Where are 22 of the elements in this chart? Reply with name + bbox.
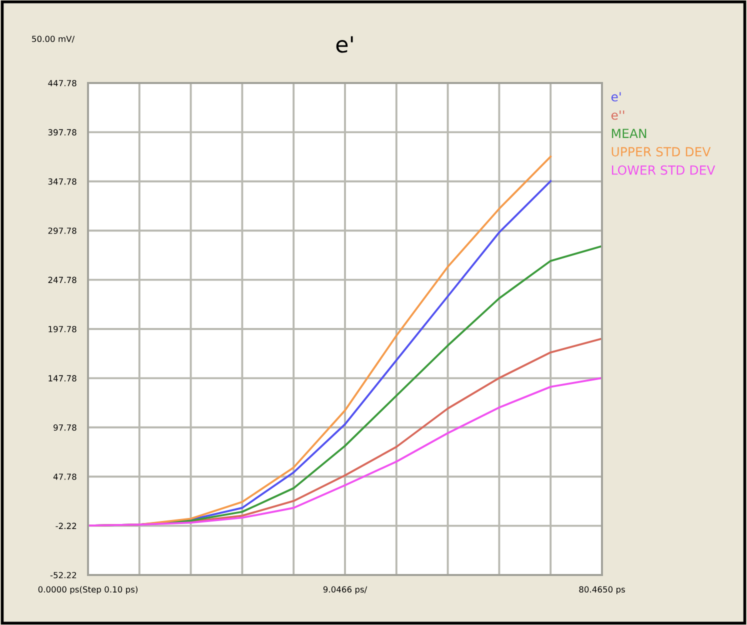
y-tick-label: 247.78 — [48, 276, 76, 284]
text: LOWER STD DEV — [612, 165, 716, 175]
x-tick-label: 9.0466 ps/ — [323, 586, 368, 594]
x-tick-label: 80.4650 ps — [579, 586, 625, 594]
y-tick-label: -52.22 — [50, 572, 76, 578]
y-tick-label: 47.78 — [53, 474, 76, 480]
y-tick-label: 297.78 — [48, 228, 76, 234]
text: e' — [611, 92, 621, 102]
chart-title: e' — [336, 36, 353, 53]
line-series — [88, 377, 602, 527]
text: MEAN — [612, 128, 646, 138]
text: e'' — [611, 110, 624, 120]
y-tick-label: 147.78 — [48, 375, 76, 382]
y-tick-label: 347.78 — [48, 178, 76, 185]
y-tick-label: 447.78 — [48, 80, 76, 86]
text: UPPER STD DEV — [612, 147, 711, 156]
y-tick-label: 397.78 — [48, 129, 76, 136]
y-axis-title: 50.00 mV/ — [32, 36, 75, 43]
y-tick-label: -2.22 — [56, 522, 76, 529]
x-tick-label: 0.0000 ps(Step 0.10 ps) — [38, 586, 138, 594]
y-tick-label: 197.78 — [48, 326, 76, 332]
y-tick-label: 97.78 — [54, 424, 76, 431]
